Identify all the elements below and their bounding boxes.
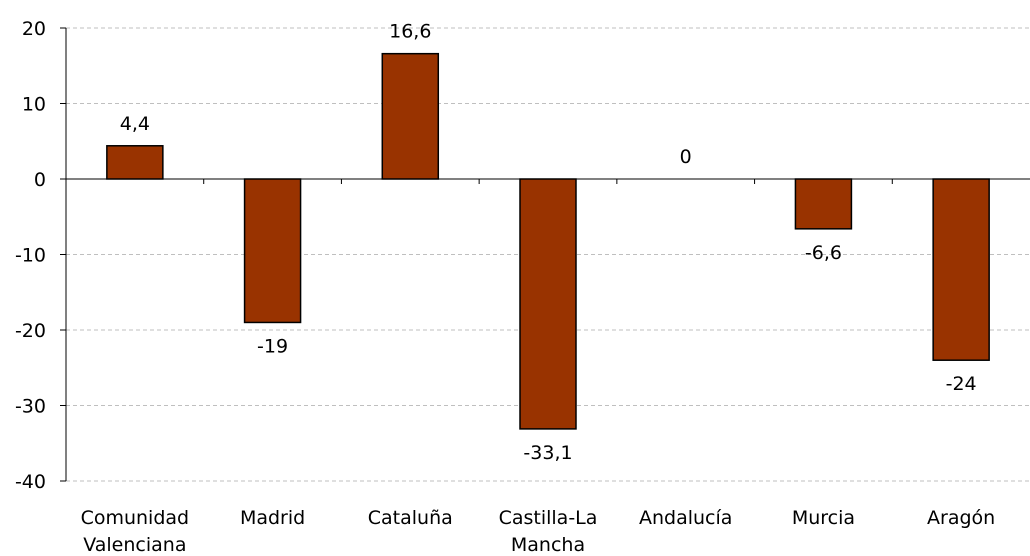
y-tick-label: 20 [22,18,46,40]
y-tick-label: -40 [15,471,46,493]
x-category-label: Castilla-La Mancha [499,507,598,556]
x-category-label: Andalucía [639,507,732,529]
data-label: 4,4 [120,113,150,135]
labels: 20 10 0 -10 -20 -30 -40 4,4 Comunidad Valenciana -… [15,18,995,556]
bar [519,178,577,430]
bar [381,52,440,180]
data-label: 16,6 [389,21,431,43]
data-label: -6,6 [805,242,842,264]
data-label: 0 [680,146,692,168]
y-tick-label: -10 [15,245,46,267]
x-category-label: Madrid [240,507,305,529]
y-tick-label: -20 [15,320,46,342]
x-category-label: Comunidad Valenciana [81,507,190,556]
x-category-label: Murcia [792,507,855,529]
bar [243,178,302,324]
bar [106,145,164,180]
data-label: -19 [257,335,288,357]
x-category-label: Cataluña [368,507,453,529]
y-tick-label: 10 [22,94,46,116]
bars [106,52,990,430]
bar [794,178,853,230]
y-tick-label: -30 [15,396,46,418]
data-label: -33,1 [523,442,572,464]
data-label: -24 [946,373,977,395]
y-tick-label: 0 [34,169,46,191]
x-category-label: Aragón [927,507,995,529]
bar [932,178,990,361]
axes [60,27,1030,482]
